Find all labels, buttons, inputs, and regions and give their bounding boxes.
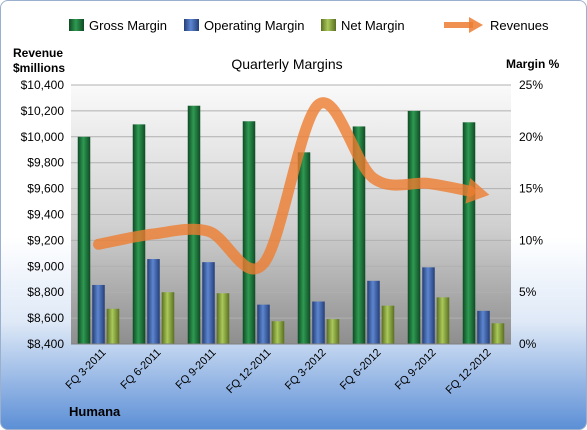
bar-net-margin[interactable]: [216, 293, 230, 344]
bar-net-margin[interactable]: [436, 297, 450, 344]
chart-title: Quarterly Margins: [231, 56, 342, 72]
bar-gross-margin[interactable]: [242, 121, 256, 344]
legend-swatch-operating-margin: [184, 19, 199, 31]
bar-net-margin[interactable]: [271, 321, 285, 344]
bar-gross-margin[interactable]: [77, 136, 91, 344]
left-tick-label: $9,600: [27, 182, 64, 196]
bar-operating-margin[interactable]: [92, 284, 105, 344]
right-axis-title: Margin %: [506, 57, 560, 71]
right-tick-label: 5%: [519, 285, 537, 299]
x-tick-label: FQ 9-2011: [174, 347, 219, 392]
bar-net-margin[interactable]: [381, 305, 395, 344]
legend-item-gross-margin[interactable]: Gross Margin: [69, 18, 167, 33]
right-axis-ticks: 0% 5% 10% 15% 20% 25%: [519, 78, 543, 351]
legend-label-revenues: Revenues: [490, 18, 549, 33]
x-tick-label: FQ 3-2011: [64, 347, 109, 392]
legend-swatch-gross-margin: [69, 19, 84, 31]
left-tick-label: $9,000: [27, 259, 64, 273]
legend-swatch-net-margin: [321, 19, 336, 31]
bar-operating-margin[interactable]: [147, 259, 160, 344]
left-tick-label: $8,600: [27, 311, 64, 325]
left-tick-label: $10,400: [21, 78, 65, 92]
revenues-arrowhead: [465, 178, 490, 204]
x-axis-ticks: FQ 3-2011 FQ 6-2011 FQ 9-2011 FQ 12-2011 FQ …: [64, 347, 494, 397]
x-tick-label: FQ 12-2012: [444, 347, 494, 397]
left-tick-label: $8,400: [27, 337, 64, 351]
x-tick-label: FQ 9-2012: [393, 347, 439, 393]
right-tick-label: 20%: [519, 130, 543, 144]
legend-arrowhead-revenues: [469, 17, 483, 33]
right-tick-label: 10%: [519, 233, 543, 247]
legend-item-revenues[interactable]: Revenues: [444, 17, 549, 33]
legend-label-operating-margin: Operating Margin: [204, 18, 304, 33]
left-tick-label: $9,800: [27, 156, 64, 170]
left-tick-label: $8,800: [27, 285, 64, 299]
right-tick-label: 0%: [519, 337, 537, 351]
bar-gross-margin[interactable]: [352, 126, 366, 344]
bar-operating-margin[interactable]: [367, 280, 380, 344]
left-axis-title-line1: Revenue: [13, 46, 63, 60]
x-tick-label: FQ 6-2011: [119, 347, 164, 392]
revenues-line: [93, 97, 476, 275]
legend-label-net-margin: Net Margin: [341, 18, 405, 33]
legend-label-gross-margin: Gross Margin: [89, 18, 167, 33]
left-axis-ticks: $8,400 $8,600 $8,800 $9,000 $9,200 $9,400 $9,6…: [21, 78, 65, 351]
bar-gross-margin[interactable]: [297, 152, 311, 344]
bar-net-margin[interactable]: [491, 323, 505, 344]
x-tick-label: FQ 3-2012: [283, 347, 329, 393]
right-tick-label: 15%: [519, 182, 543, 196]
left-tick-label: $10,200: [21, 104, 65, 118]
bar-net-margin[interactable]: [106, 308, 120, 344]
company-name: Humana: [69, 404, 121, 419]
legend-item-net-margin[interactable]: Net Margin: [321, 18, 405, 33]
x-tick-label: FQ 12-2011: [224, 347, 273, 396]
bar-gross-margin[interactable]: [462, 122, 476, 345]
left-axis-title-line2: $millions: [13, 61, 65, 75]
legend: Gross Margin Operating Margin Net Margin…: [69, 17, 549, 33]
bar-operating-margin[interactable]: [257, 304, 270, 344]
left-tick-label: $9,400: [27, 208, 64, 222]
left-tick-label: $10,000: [21, 130, 65, 144]
legend-item-operating-margin[interactable]: Operating Margin: [184, 18, 304, 33]
x-tick-label: FQ 6-2012: [338, 347, 384, 393]
bars: [77, 105, 505, 345]
bar-gross-margin[interactable]: [407, 110, 421, 345]
bar-net-margin[interactable]: [326, 319, 340, 344]
bar-operating-margin[interactable]: [477, 310, 490, 344]
right-tick-label: 25%: [519, 78, 543, 92]
bar-net-margin[interactable]: [161, 292, 175, 344]
bar-operating-margin[interactable]: [202, 262, 215, 344]
left-tick-label: $9,200: [27, 233, 64, 247]
bar-operating-margin[interactable]: [312, 301, 325, 344]
bar-operating-margin[interactable]: [422, 267, 435, 344]
